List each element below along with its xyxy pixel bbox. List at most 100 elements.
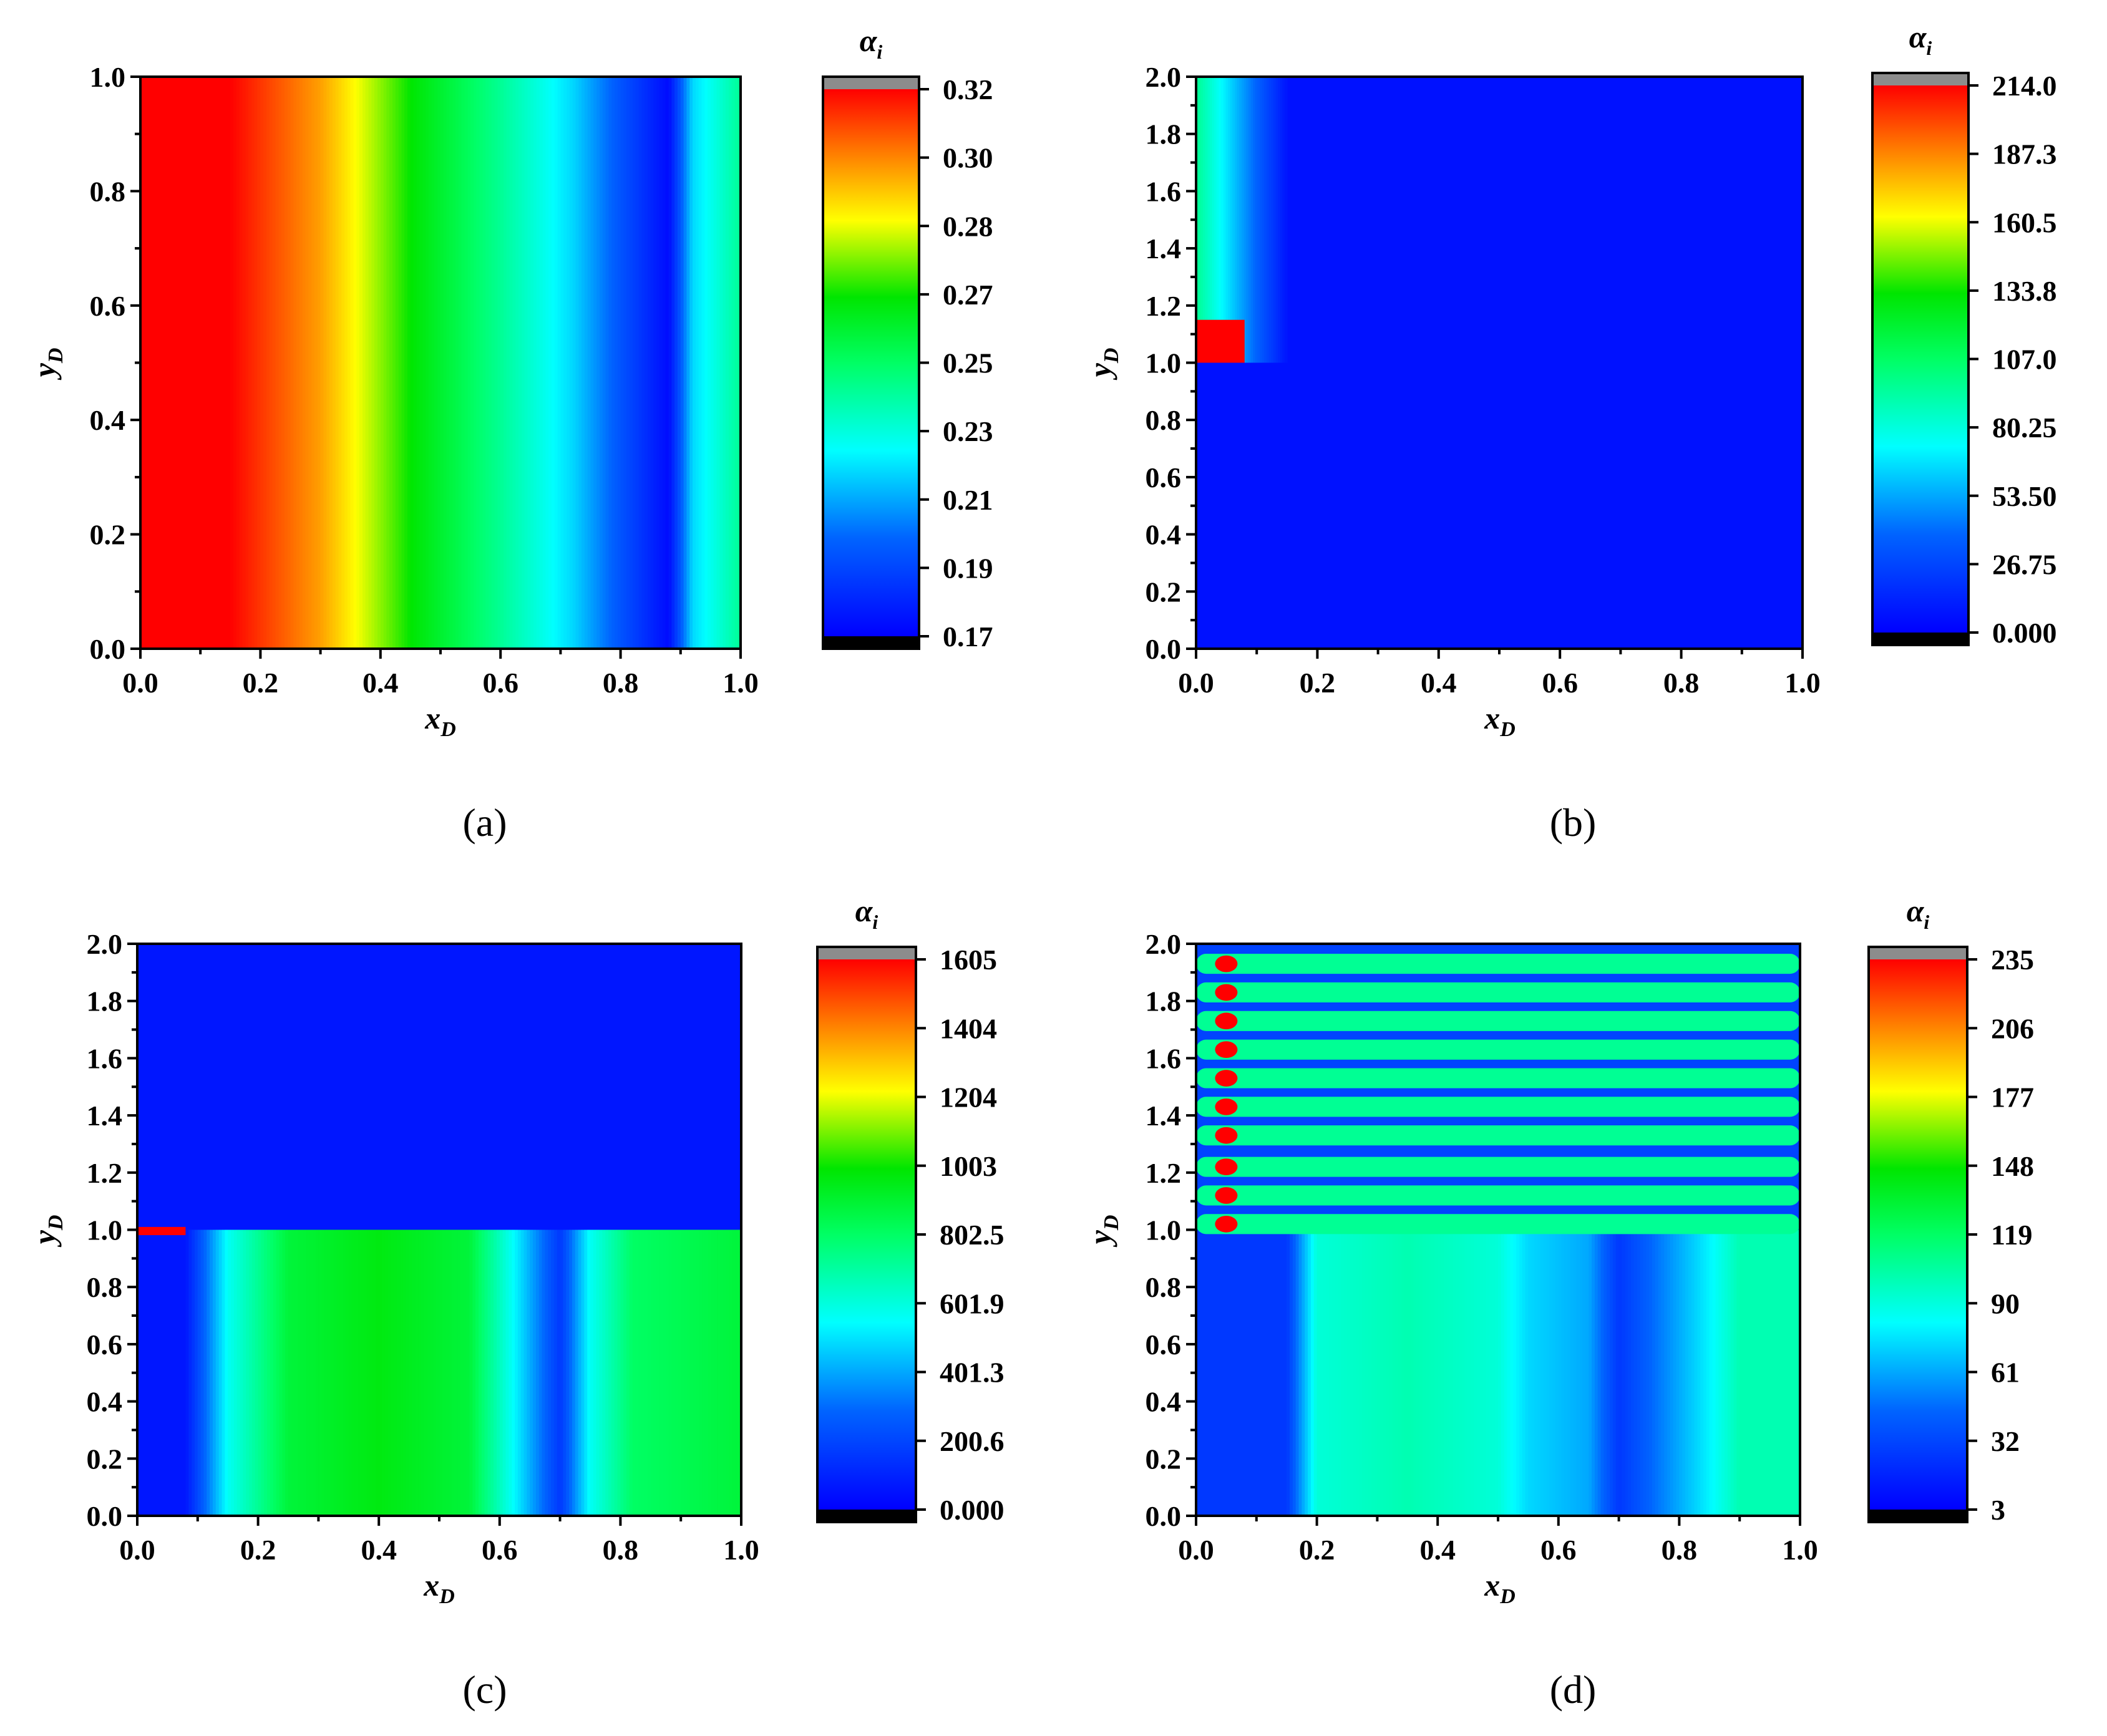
- heatmap-strip: [548, 1229, 552, 1516]
- heatmap-strip: [152, 77, 157, 649]
- y-tick-label: 0.8: [87, 1271, 123, 1303]
- heatmap-strip: [287, 77, 291, 649]
- x-axis-label-a: xD: [424, 701, 456, 741]
- heatmap-strip: [1758, 1229, 1762, 1516]
- plume-strip: [1216, 77, 1220, 363]
- heatmap-strip: [517, 1229, 522, 1516]
- heatmap-strip: [240, 1229, 244, 1516]
- heatmap-strip: [696, 1229, 700, 1516]
- heatmap-strip: [1413, 1229, 1418, 1516]
- heatmap-strip: [632, 77, 636, 649]
- heatmap-strip: [1464, 1229, 1469, 1516]
- heatmap-strip: [1745, 1229, 1749, 1516]
- heatmap-strip: [683, 77, 688, 649]
- y-axis-ticks-c: 0.0 0.2 0.4 0.6 0.8 1.0 1.2 1.4 1.6 1.8 2.0: [87, 928, 137, 1532]
- heatmap-strip: [1241, 1229, 1245, 1516]
- heatmap-strip: [538, 1229, 543, 1516]
- heatmap-strip: [553, 1229, 558, 1516]
- y-tick-label: 0.4: [87, 1386, 123, 1418]
- heatmap-strip: [290, 77, 294, 649]
- heatmap-strip: [476, 77, 480, 649]
- heatmap-strip: [200, 77, 205, 649]
- heatmap-strip: [372, 1229, 377, 1516]
- heatmap-strip: [275, 77, 280, 649]
- colorbar-tick-label: 1003: [940, 1150, 997, 1182]
- panel-c: 0.0 0.2 0.4 0.6 0.8 1.0 0.0 0.2 0.4 0.6 0.8 1.0 1.2…: [27, 893, 1005, 1712]
- plume-strip: [1241, 77, 1245, 363]
- heatmap-strip: [599, 1229, 603, 1516]
- heatmap-strip: [1326, 1229, 1330, 1516]
- y-tick-label: 0.2: [90, 519, 126, 551]
- heatmap-strip: [374, 77, 378, 649]
- plume-strip: [1273, 77, 1277, 363]
- heatmap-strip: [1492, 1229, 1496, 1516]
- x-tick-label: 0.4: [1419, 1534, 1456, 1566]
- heatmap-strip: [407, 77, 411, 649]
- heatmap-strip: [433, 1229, 437, 1516]
- plume-strip: [1280, 77, 1283, 363]
- heatmap-strip: [266, 77, 270, 649]
- band-stripe: [1196, 954, 1800, 974]
- heatmap-strip: [1700, 1229, 1705, 1516]
- heatmap-strip: [1510, 1229, 1514, 1516]
- heatmap-strip: [647, 77, 651, 649]
- heatmap-strip: [704, 1229, 709, 1516]
- heatmap-strip: [623, 77, 628, 649]
- colorbar-cap-bottom-d: [1869, 1510, 1967, 1522]
- heatmap-strip: [203, 77, 207, 649]
- heatmap-strip: [312, 1229, 316, 1516]
- heatmap-strip: [215, 77, 220, 649]
- heatmap-strip: [327, 1229, 331, 1516]
- heatmap-field-d: [1196, 944, 1801, 1516]
- heatmap-strip: [1706, 1229, 1710, 1516]
- y-axis-ticks-a: 0.0 0.2 0.4 0.6 0.8 1.0: [90, 61, 140, 665]
- heatmap-strip: [1419, 1229, 1423, 1516]
- y-tick-label: 1.6: [87, 1042, 123, 1074]
- y-tick-label: 1.8: [1146, 986, 1182, 1017]
- heatmap-strip: [710, 77, 714, 649]
- caption-b: (b): [1550, 800, 1597, 845]
- heatmap-strip: [261, 1229, 265, 1516]
- heatmap-strip: [264, 1229, 268, 1516]
- heatmap-strip: [1423, 1229, 1426, 1516]
- heatmap-strip: [1199, 1229, 1203, 1516]
- colorbar-tick-label: 107.0: [1992, 344, 2057, 376]
- heatmap-strip: [146, 1229, 150, 1516]
- heatmap-strip: [383, 77, 387, 649]
- heatmap-strip: [596, 1229, 600, 1516]
- colorbar-tick-label: 3: [1991, 1494, 2005, 1526]
- heatmap-strip: [284, 77, 288, 649]
- heatmap-strip: [481, 1229, 485, 1516]
- heatmap-strip: [716, 77, 721, 649]
- heatmap-strip: [1679, 1229, 1683, 1516]
- colorbar-tick-label: 133.8: [1992, 275, 2057, 307]
- heatmap-strip: [671, 77, 676, 649]
- heatmap-strip: [472, 1229, 477, 1516]
- colorbar-tick-label: 187.3: [1992, 138, 2057, 170]
- heatmap-strip: [285, 1229, 289, 1516]
- heatmap-strip: [1341, 1229, 1345, 1516]
- heatmap-strip: [358, 1229, 362, 1516]
- heatmap-strip: [1501, 1229, 1505, 1516]
- heatmap-strip: [418, 1229, 422, 1516]
- plume-strip: [1228, 77, 1231, 363]
- heatmap-strip: [233, 1229, 238, 1516]
- heatmap-strip: [1253, 1229, 1257, 1516]
- heatmap-strip: [338, 77, 343, 649]
- heatmap-strip: [605, 1229, 610, 1516]
- heatmap-strip: [1256, 1229, 1260, 1516]
- y-tick-label: 0.6: [90, 290, 126, 322]
- heatmap-strip: [469, 1229, 474, 1516]
- colorbar-tick-label: 206: [1991, 1012, 2034, 1044]
- y-tick-label: 1.2: [1146, 290, 1182, 322]
- peak-region: [1196, 319, 1245, 363]
- heatmap-strip: [1781, 1229, 1786, 1516]
- heatmap-strip: [1519, 1229, 1523, 1516]
- plume-strip: [1209, 77, 1213, 363]
- heatmap-strip: [645, 1229, 648, 1516]
- x-tick-label: 0.4: [1421, 667, 1457, 699]
- heatmap-strip: [200, 1229, 205, 1516]
- heatmap-strip: [442, 1229, 446, 1516]
- x-tick-label: 0.6: [482, 1534, 518, 1566]
- heatmap-strip: [371, 77, 376, 649]
